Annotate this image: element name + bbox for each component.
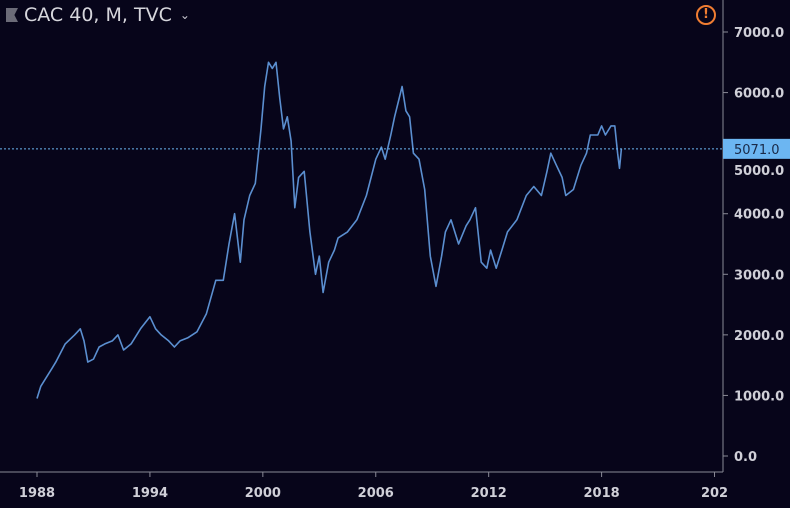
y-tick-label: 2000.0 (734, 329, 784, 344)
last-price-badge (723, 138, 790, 159)
x-tick-label: 202 (701, 486, 728, 501)
y-tick-label: 4000.0 (734, 208, 784, 223)
y-tick-label: 6000.0 (734, 87, 784, 102)
flag-icon (6, 8, 18, 22)
x-tick-label: 1988 (19, 486, 55, 501)
y-tick-label: 3000.0 (734, 268, 784, 283)
x-tick-label: 1994 (132, 486, 168, 501)
y-tick-label: 1000.0 (734, 389, 784, 404)
price-series-line (36, 61, 623, 399)
x-tick-label: 2000 (245, 486, 281, 501)
symbol-title[interactable]: CAC 40, M, TVC ⌄ (6, 4, 190, 26)
y-tick-label: 7000.0 (734, 26, 784, 41)
x-tick-label: 2006 (358, 486, 394, 501)
x-tick-label: 2018 (584, 486, 620, 501)
last-price-label: 5071.0 (734, 143, 780, 158)
x-tick-label: 2012 (471, 486, 507, 501)
exclamation-circle-icon[interactable]: ! (696, 5, 716, 25)
chevron-down-icon[interactable]: ⌄ (179, 8, 190, 22)
symbol-label: CAC 40, M, TVC (24, 4, 172, 26)
y-tick-label: 5000.0 (734, 164, 784, 179)
y-tick-label: 0.0 (734, 450, 757, 465)
